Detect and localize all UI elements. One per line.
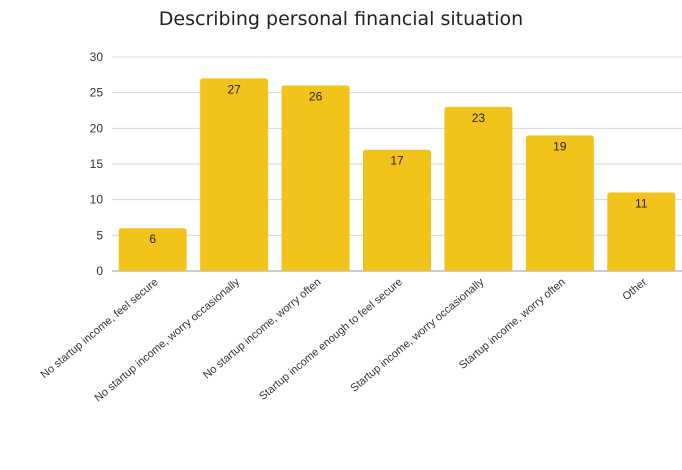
y-tick-label: 15 bbox=[90, 157, 104, 171]
data-label: 19 bbox=[553, 139, 567, 153]
x-tick-label: No startup income, worry occasionally bbox=[92, 276, 242, 405]
data-labels: 6 27 26 17 23 19 11 bbox=[149, 82, 647, 246]
y-tick-label: 25 bbox=[90, 86, 104, 100]
chart-title: Describing personal financial situation bbox=[158, 8, 524, 30]
y-tick-label: 5 bbox=[96, 228, 103, 242]
data-label: 11 bbox=[635, 197, 648, 211]
bars bbox=[118, 78, 676, 272]
bar bbox=[444, 106, 513, 271]
y-tick-label: 0 bbox=[96, 264, 103, 278]
x-tick-label: Startup income, worry occasionally bbox=[348, 276, 486, 395]
data-label: 23 bbox=[472, 111, 486, 125]
data-label: 26 bbox=[309, 90, 323, 104]
x-tick-label: Other bbox=[620, 276, 649, 303]
bar bbox=[525, 135, 594, 271]
bar bbox=[281, 85, 350, 272]
x-tick-label: Startup income enough to feel secure bbox=[257, 276, 405, 403]
bar bbox=[363, 149, 431, 271]
bar bbox=[607, 192, 676, 271]
y-tick-label: 10 bbox=[90, 193, 104, 207]
y-tick-label: 30 bbox=[90, 50, 104, 64]
data-label: 6 bbox=[149, 232, 156, 246]
data-label: 27 bbox=[227, 82, 241, 96]
bar bbox=[118, 228, 187, 271]
y-axis-ticks: 0 5 10 15 20 25 30 bbox=[90, 50, 104, 278]
data-label: 17 bbox=[390, 154, 404, 168]
bar bbox=[200, 78, 269, 272]
y-tick-label: 20 bbox=[90, 121, 104, 135]
